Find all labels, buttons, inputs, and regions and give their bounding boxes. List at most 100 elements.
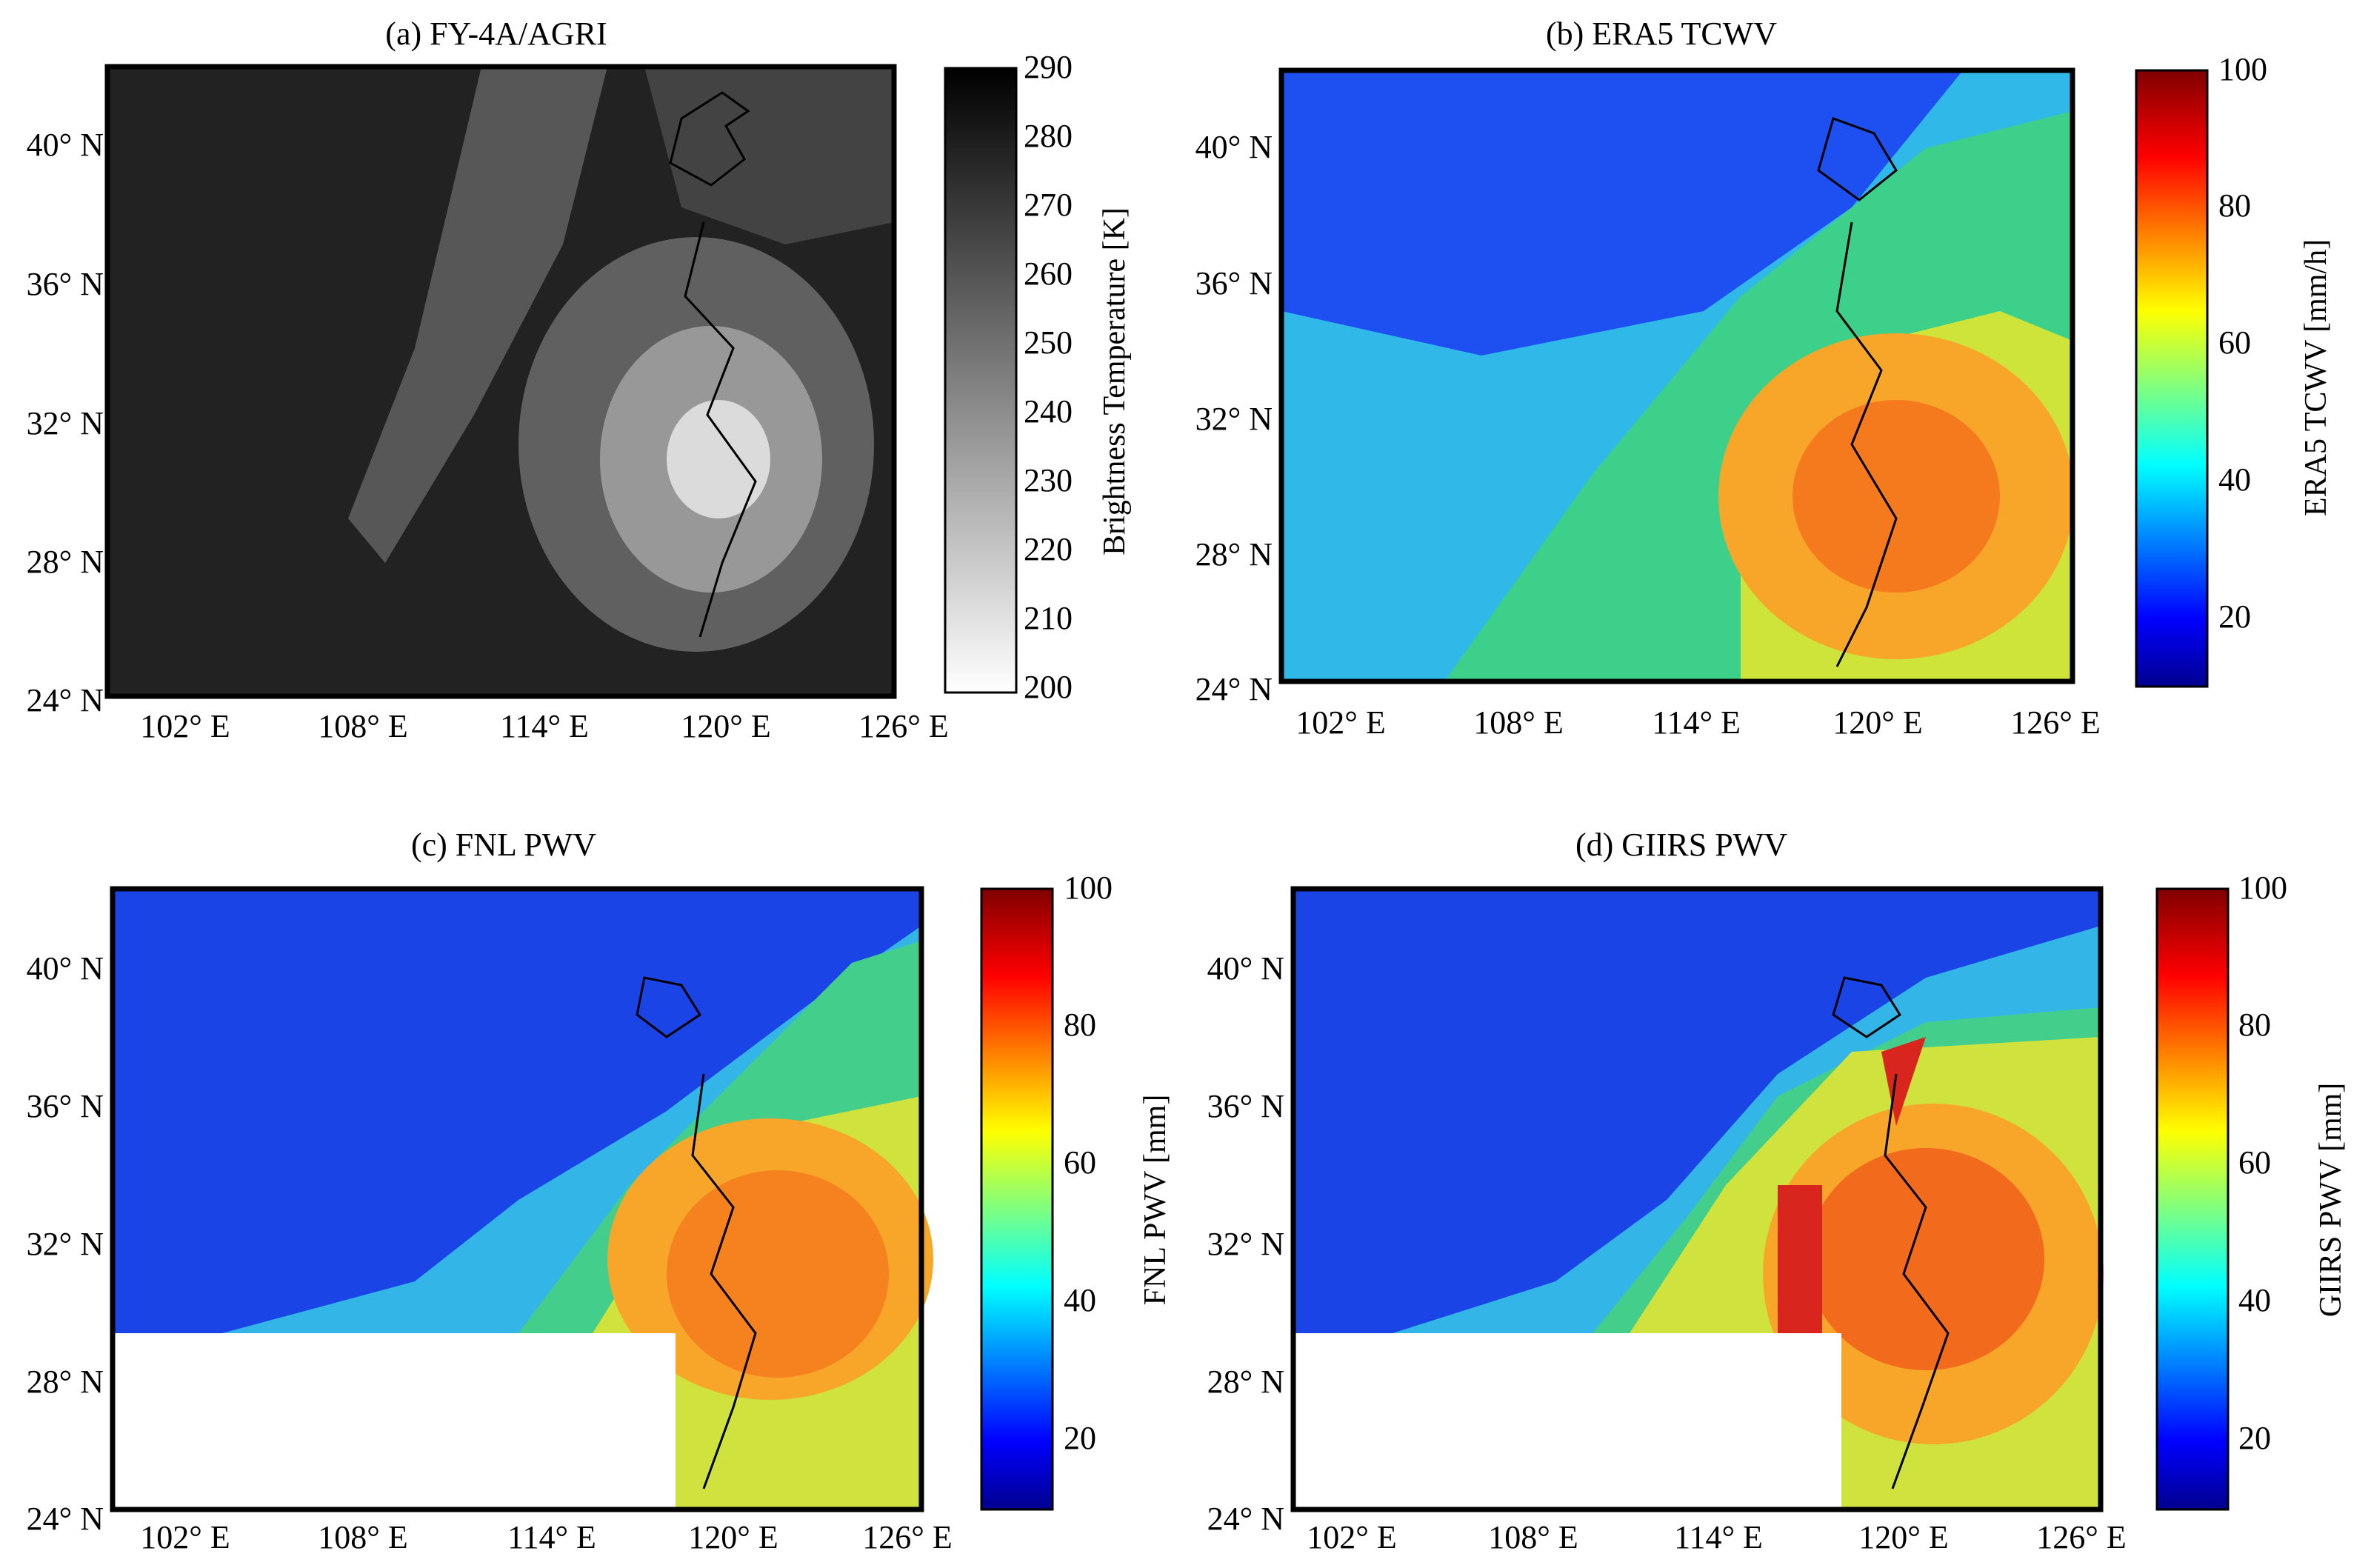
x-tick-label: 102° E <box>1307 1519 1396 1555</box>
x-tick-label: 120° E <box>1858 1519 1948 1555</box>
panel-c-map <box>113 889 933 1509</box>
colorbar-tick-label: 80 <box>1064 1007 1096 1043</box>
colorbar-tick-label: 60 <box>1064 1144 1096 1181</box>
colorbar-tick-label: 290 <box>1024 49 1073 85</box>
panel-a-y-ticks: 40° N 36° N 32° N 28° N 24° N <box>27 127 104 718</box>
colorbar-tick-label: 40 <box>2238 1282 2271 1318</box>
x-tick-label: 120° E <box>681 708 770 744</box>
y-tick-label: 28° N <box>27 1364 104 1400</box>
x-tick-label: 126° E <box>862 1519 952 1555</box>
panel-b: (b) ERA5 TCWV 40° N 36° N 32° N 28° N 24… <box>1195 16 2333 741</box>
y-tick-label: 32° N <box>27 1226 104 1262</box>
x-tick-label: 108° E <box>318 708 407 744</box>
x-tick-label: 114° E <box>1652 704 1741 741</box>
colorbar-tick-label: 80 <box>2218 187 2251 224</box>
y-tick-label: 28° N <box>27 544 104 580</box>
panel-b-y-ticks: 40° N 36° N 32° N 28° N 24° N <box>1195 129 1273 707</box>
panel-c: (c) FNL PWV 40° N 36° N 32° N 28° N 24° … <box>27 827 1173 1555</box>
colorbar-gradient <box>944 67 1018 694</box>
colorbar-gradient <box>980 887 1054 1511</box>
y-tick-label: 40° N <box>1195 129 1273 165</box>
colorbar-gradient <box>2155 887 2230 1511</box>
colorbar-tick-label: 240 <box>1024 393 1073 430</box>
colorbar-tick-label: 60 <box>2218 324 2251 361</box>
panel-d-map <box>1293 889 2104 1509</box>
x-tick-label: 114° E <box>500 708 589 744</box>
panel-a-map <box>107 67 894 696</box>
x-tick-label: 108° E <box>1473 704 1563 741</box>
y-tick-label: 40° N <box>27 950 104 987</box>
y-tick-label: 24° N <box>1195 671 1273 707</box>
colorbar-tick-label: 260 <box>1024 256 1073 292</box>
x-tick-label: 102° E <box>140 1519 230 1555</box>
x-tick-label: 126° E <box>2036 1519 2126 1555</box>
panel-c-colorbar: 100 80 60 40 20 FNL PWV [mm] <box>980 870 1173 1511</box>
x-tick-label: 108° E <box>1488 1519 1578 1555</box>
x-tick-label: 120° E <box>1833 704 1922 741</box>
colorbar-tick-label: 210 <box>1024 600 1073 636</box>
colorbar-label: GIIRS PWV [mm] <box>2314 1083 2348 1318</box>
colorbar-tick-label: 280 <box>1024 118 1073 154</box>
x-tick-label: 126° E <box>858 708 948 744</box>
y-tick-label: 24° N <box>1207 1501 1284 1537</box>
panel-a-axes-frame <box>104 64 897 699</box>
colorbar-gradient <box>2135 69 2209 688</box>
y-tick-label: 24° N <box>27 682 104 718</box>
colorbar-tick-label: 20 <box>2218 598 2251 635</box>
panel-c-y-ticks: 40° N 36° N 32° N 28° N 24° N <box>27 950 104 1537</box>
colorbar-tick-label: 40 <box>2218 461 2251 498</box>
panel-d-title: (d) GIIRS PWV <box>1575 827 1787 863</box>
panel-b-x-ticks: 102° E 108° E 114° E 120° E 126° E <box>1295 704 2100 741</box>
colorbar-ticks: 100 80 60 40 20 <box>1064 870 1113 1456</box>
x-tick-label: 120° E <box>688 1519 778 1555</box>
panel-b-title: (b) ERA5 TCWV <box>1546 16 1777 52</box>
y-tick-label: 32° N <box>27 405 104 441</box>
colorbar-label: FNL PWV [mm] <box>1138 1095 1173 1306</box>
x-tick-label: 102° E <box>1295 704 1385 741</box>
x-tick-label: 114° E <box>1674 1519 1763 1555</box>
x-tick-label: 102° E <box>140 708 230 744</box>
panel-a: (a) FY-4A/AGRI 40° N 36° N 32° N 28° N 2… <box>27 16 1132 744</box>
panel-c-axes-frame <box>110 886 924 1512</box>
colorbar-tick-label: 220 <box>1024 531 1073 567</box>
panel-a-title: (a) FY-4A/AGRI <box>385 16 607 52</box>
y-tick-label: 28° N <box>1207 1364 1284 1400</box>
x-tick-label: 126° E <box>2010 704 2100 741</box>
colorbar-ticks: 100 80 60 40 20 <box>2218 51 2267 635</box>
panel-c-x-ticks: 102° E 108° E 114° E 120° E 126° E <box>140 1519 952 1555</box>
y-tick-label: 24° N <box>27 1501 104 1537</box>
colorbar-tick-label: 230 <box>1024 462 1073 498</box>
colorbar-tick-label: 200 <box>1024 669 1073 705</box>
colorbar-tick-label: 100 <box>2238 870 2287 906</box>
panel-b-axes-frame <box>1278 67 2075 684</box>
panel-c-title: (c) FNL PWV <box>411 827 596 863</box>
y-tick-label: 36° N <box>27 266 104 302</box>
panel-a-colorbar: 290 280 270 260 250 240 230 220 210 200 … <box>944 49 1132 705</box>
y-tick-label: 36° N <box>1195 265 1273 301</box>
y-tick-label: 36° N <box>27 1088 104 1124</box>
panel-d-x-ticks: 102° E 108° E 114° E 120° E 126° E <box>1307 1519 2126 1555</box>
panel-a-x-ticks: 102° E 108° E 114° E 120° E 126° E <box>140 708 948 744</box>
y-tick-label: 32° N <box>1195 401 1273 437</box>
y-tick-label: 40° N <box>1207 950 1284 987</box>
panel-d: (d) GIIRS PWV 40° N 36° N 32° N 28° N 24… <box>1207 827 2348 1555</box>
panel-b-colorbar: 100 80 60 40 20 ERA5 TCWV [mm/h] <box>2135 51 2333 688</box>
panel-d-axes-frame <box>1290 886 2104 1512</box>
colorbar-tick-label: 20 <box>2238 1420 2271 1456</box>
panel-b-map <box>1281 70 2074 681</box>
colorbar-tick-label: 100 <box>1064 870 1113 906</box>
colorbar-ticks: 100 80 60 40 20 <box>2238 870 2287 1456</box>
y-tick-label: 32° N <box>1207 1226 1284 1262</box>
colorbar-label: Brightness Temperature [K] <box>1098 207 1132 556</box>
colorbar-tick-label: 60 <box>2238 1144 2271 1181</box>
x-tick-label: 108° E <box>318 1519 407 1555</box>
y-tick-label: 28° N <box>1195 536 1273 573</box>
colorbar-tick-label: 80 <box>2238 1007 2271 1043</box>
colorbar-tick-label: 100 <box>2218 51 2267 87</box>
colorbar-label: ERA5 TCWV [mm/h] <box>2299 239 2333 516</box>
colorbar-tick-label: 20 <box>1064 1420 1096 1456</box>
y-tick-label: 40° N <box>27 127 104 163</box>
x-tick-label: 114° E <box>507 1519 596 1555</box>
colorbar-ticks: 290 280 270 260 250 240 230 220 210 200 <box>1024 49 1073 705</box>
